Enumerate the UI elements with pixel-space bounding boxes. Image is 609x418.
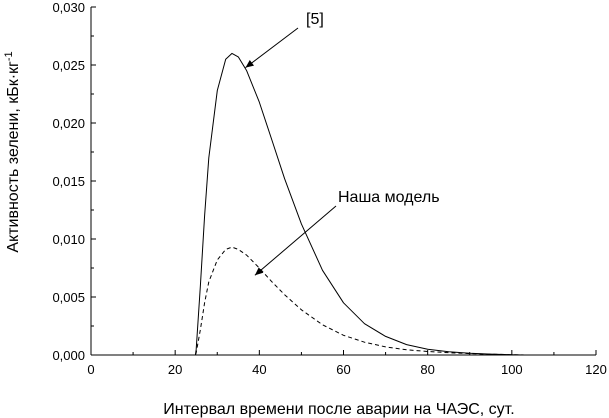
series-line-our-model: [91, 246, 525, 356]
annotations: [5] Наша модель: [245, 11, 440, 276]
x-tick-label: 40: [252, 362, 266, 377]
x-axis-label: Интервал времени после аварии на ЧАЭС, с…: [163, 401, 514, 418]
x-tick-label: 100: [501, 362, 523, 377]
y-axis-label-superscript: -1: [3, 51, 15, 61]
series-line-ref5: [91, 52, 525, 356]
y-tick-label: 0,000: [52, 348, 85, 363]
annotation-ref5-arrow-line: [245, 27, 299, 69]
annotation-our-model-arrow-line: [254, 205, 337, 276]
y-tick-label: 0,030: [52, 0, 85, 15]
annotation-ref5-arrow-head: [245, 60, 254, 68]
x-tick-label: 20: [168, 362, 182, 377]
y-axis-label: Активность зелени, кБк·кг-1: [3, 51, 22, 252]
x-tick-label: 120: [585, 362, 607, 377]
series-lines: [91, 52, 525, 356]
y-tick-label: 0,025: [52, 58, 85, 73]
y-tick-label: 0,015: [52, 174, 85, 189]
x-tick-label: 80: [420, 362, 434, 377]
y-tick-label: 0,020: [52, 116, 85, 131]
annotation-our-model: Наша модель: [338, 189, 440, 206]
x-tick-label: 0: [87, 362, 94, 377]
x-tick-label: 60: [336, 362, 350, 377]
y-tick-label: 0,005: [52, 290, 85, 305]
y-axis-label-main: Активность зелени, кБк·кг: [5, 61, 22, 253]
annotation-our-model-arrow-head: [254, 267, 264, 276]
tick-labels: 0 20 40 60 80 100 120 0,000 0,005 0,010 0,015 0,020…: [52, 0, 606, 377]
y-tick-label: 0,010: [52, 232, 85, 247]
annotation-ref5: [5]: [306, 11, 324, 28]
